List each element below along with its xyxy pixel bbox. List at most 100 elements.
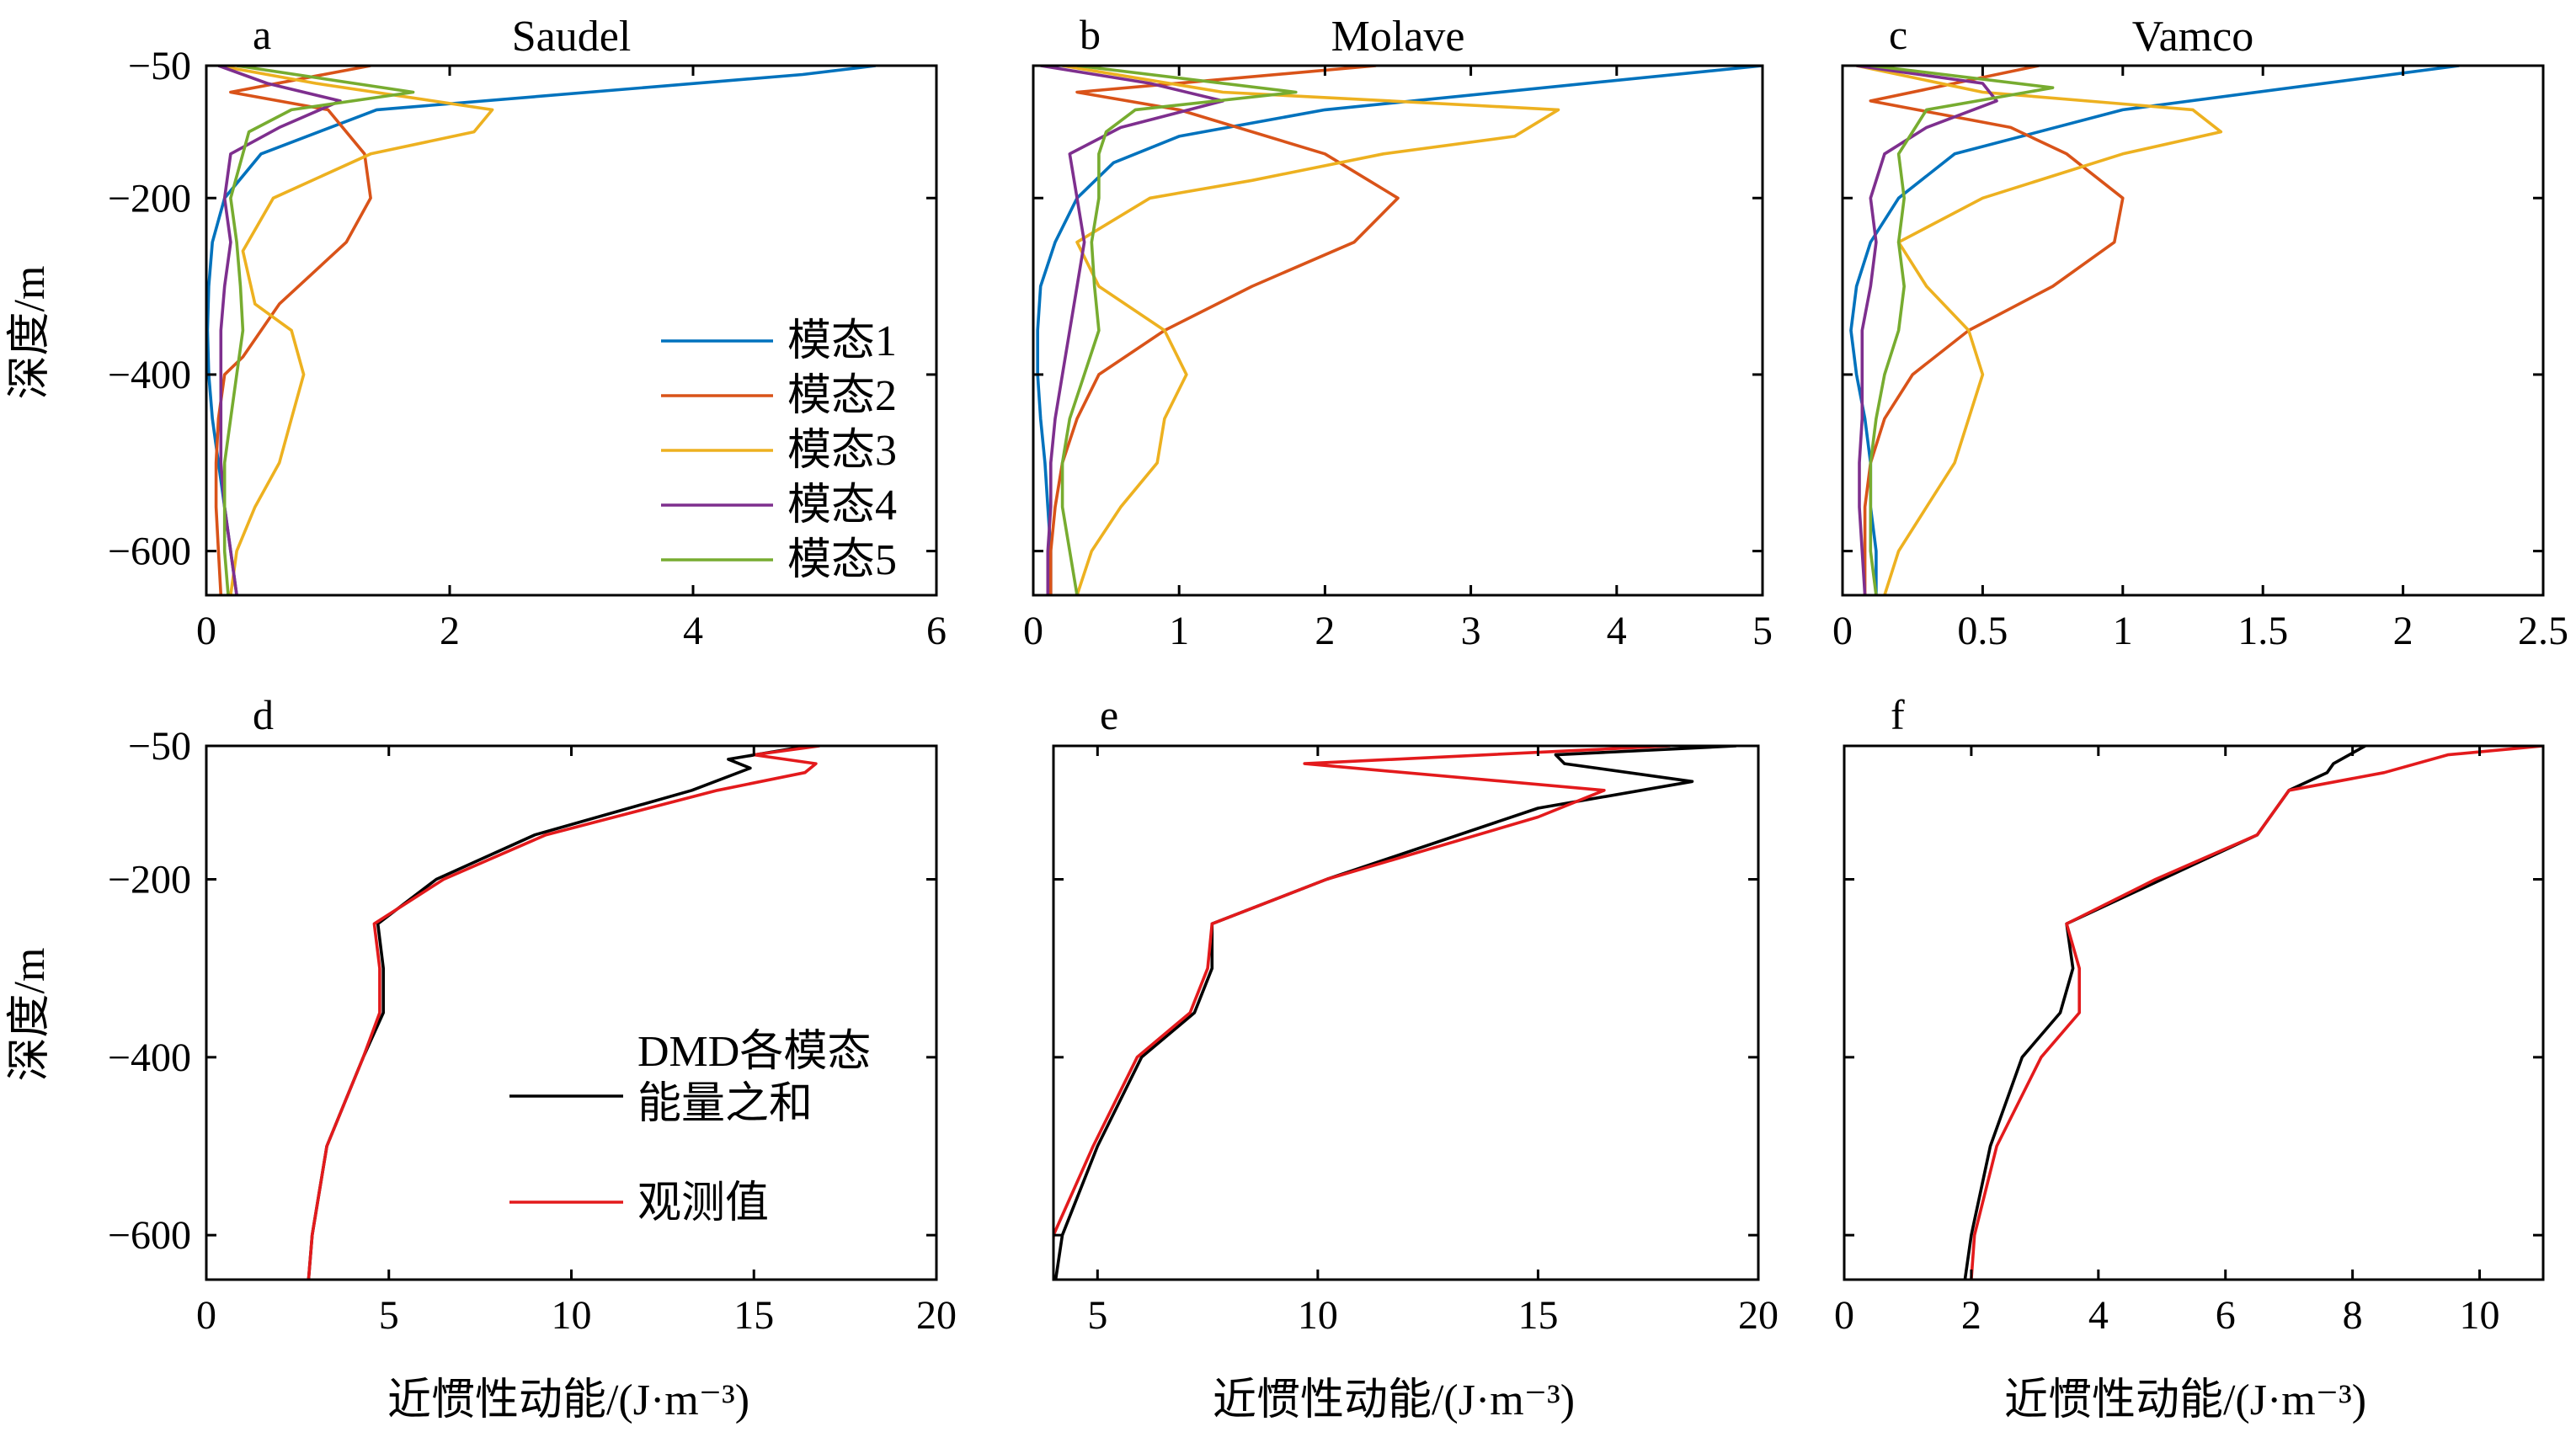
series-group-a	[206, 66, 877, 595]
x-tick-label-a: 2	[440, 609, 460, 653]
panel-letter-e: e	[1100, 691, 1118, 738]
x-tick-label-f: 2	[1961, 1293, 1981, 1338]
y-tick-label-a: −50	[128, 44, 191, 88]
x-tick-label-d: 0	[196, 1293, 216, 1338]
y-tick-label-d: −400	[108, 1035, 191, 1080]
series-group-c	[1849, 66, 2460, 595]
y-tick-label-a: −400	[108, 353, 191, 397]
series-b-mode2	[1049, 66, 1400, 595]
legend-entry: 观测值	[637, 1179, 769, 1227]
panel-b: 0 1 2 3 4 5 b Molave	[1023, 11, 1773, 653]
x-tick-label-a: 0	[196, 609, 216, 653]
series-c-mode2	[1863, 66, 2125, 595]
x-tick-label-f: 8	[2343, 1293, 2363, 1338]
series-group-b	[1036, 66, 1763, 595]
series-b-mode4	[1040, 66, 1224, 595]
series-group-f	[1963, 746, 2543, 1280]
series-c-mode5	[1869, 66, 2055, 595]
x-tick-label-e: 5	[1087, 1293, 1107, 1338]
plot-frame-e	[1052, 744, 1760, 1281]
x-tick-label-b: 4	[1607, 609, 1627, 653]
y-axis-label-bottom: 深度/m	[6, 948, 54, 1082]
x-tick-label-b: 2	[1315, 609, 1335, 653]
panel-letter-d: d	[253, 691, 274, 738]
series-e-observed	[1053, 746, 1671, 1266]
x-tick-label-c: 0.5	[1957, 609, 2008, 653]
x-tick-label-e: 10	[1298, 1293, 1338, 1338]
x-tick-label-d: 10	[552, 1293, 592, 1338]
y-tick-label-d: −200	[108, 858, 191, 902]
panel-letter-b: b	[1080, 11, 1101, 58]
panel-title-b: Molave	[1331, 13, 1465, 61]
series-group-e	[1053, 746, 1736, 1280]
x-tick-label-e: 20	[1738, 1293, 1779, 1338]
x-axis-label-d: 近惯性动能/(J·m⁻³)	[387, 1376, 749, 1424]
panel-f: 0 2 4 6 8 10 f	[1834, 691, 2545, 1338]
x-tick-label-f: 4	[2088, 1293, 2109, 1338]
series-group-d	[307, 746, 820, 1280]
panel-title-a: Saudel	[512, 13, 632, 61]
plot-frame-b	[1032, 64, 1764, 597]
x-tick-label-d: 15	[733, 1293, 774, 1338]
x-tick-label-b: 1	[1169, 609, 1189, 653]
series-a-mode3	[218, 66, 494, 595]
x-tick-label-d: 20	[916, 1293, 957, 1338]
x-tick-label-f: 6	[2216, 1293, 2236, 1338]
y-tick-label-a: −600	[108, 530, 191, 574]
x-tick-label-b: 0	[1023, 609, 1043, 653]
x-tick-label-f: 0	[1834, 1293, 1854, 1338]
x-tick-label-c: 0	[1832, 609, 1853, 653]
legend-entry: 模态5	[787, 536, 897, 584]
series-a-mode5	[222, 66, 415, 595]
panel-title-c: Vamco	[2132, 13, 2253, 61]
panel-letter-a: a	[253, 11, 271, 58]
panel-letter-f: f	[1891, 691, 1905, 738]
legend-entry: DMD各模态能量之和	[637, 1028, 871, 1128]
panel-e: 5 10 15 20 e	[1052, 691, 1779, 1338]
legend-entry: 模态3	[787, 427, 897, 475]
x-tick-label-c: 2	[2393, 609, 2413, 653]
x-axis-label-f: 近惯性动能/(J·m⁻³)	[2004, 1376, 2366, 1424]
series-a-mode4	[217, 66, 342, 595]
series-b-mode1	[1036, 66, 1763, 595]
x-tick-label-a: 4	[683, 609, 703, 653]
panel-letter-c: c	[1889, 11, 1907, 58]
y-axis-label-top: 深度/m	[6, 266, 54, 400]
series-c-mode3	[1856, 66, 2223, 595]
legend-entry: 模态4	[787, 482, 897, 530]
x-tick-label-c: 1.5	[2237, 609, 2288, 653]
series-a-mode2	[214, 66, 372, 595]
x-tick-label-e: 15	[1517, 1293, 1558, 1338]
plot-frame-f	[1843, 744, 2545, 1281]
x-tick-label-f: 10	[2460, 1293, 2500, 1338]
series-d-observed	[307, 746, 820, 1280]
series-c-mode4	[1856, 66, 1998, 595]
series-f-observed	[1970, 746, 2543, 1280]
x-tick-label-c: 1	[2113, 609, 2133, 653]
plot-frame-c	[1841, 64, 2545, 597]
series-e-dmd_sum	[1053, 746, 1736, 1280]
legend-a: 模态1 模态2 模态3 模态4 模态5	[661, 317, 897, 584]
x-tick-label-d: 5	[379, 1293, 399, 1338]
legend-entry: 模态2	[787, 372, 897, 420]
series-b-mode5	[1060, 66, 1298, 595]
y-tick-label-a: −200	[108, 176, 191, 221]
x-tick-label-a: 6	[926, 609, 947, 653]
y-tick-label-d: −600	[108, 1213, 191, 1258]
series-f-dmd_sum	[1963, 746, 2366, 1280]
x-tick-label-b: 5	[1752, 609, 1773, 653]
legend-entry: 模态1	[787, 317, 897, 365]
x-axis-label-e: 近惯性动能/(J·m⁻³)	[1213, 1376, 1575, 1424]
x-tick-label-b: 3	[1461, 609, 1481, 653]
plot-frame-a	[205, 64, 938, 597]
series-b-mode3	[1062, 66, 1560, 595]
panel-c: 0 0.5 1 1.5 2 2.5 c Vamco	[1832, 11, 2568, 653]
x-tick-label-c: 2.5	[2518, 609, 2568, 653]
series-a-mode1	[206, 66, 877, 595]
y-tick-label-d: −50	[128, 724, 191, 769]
